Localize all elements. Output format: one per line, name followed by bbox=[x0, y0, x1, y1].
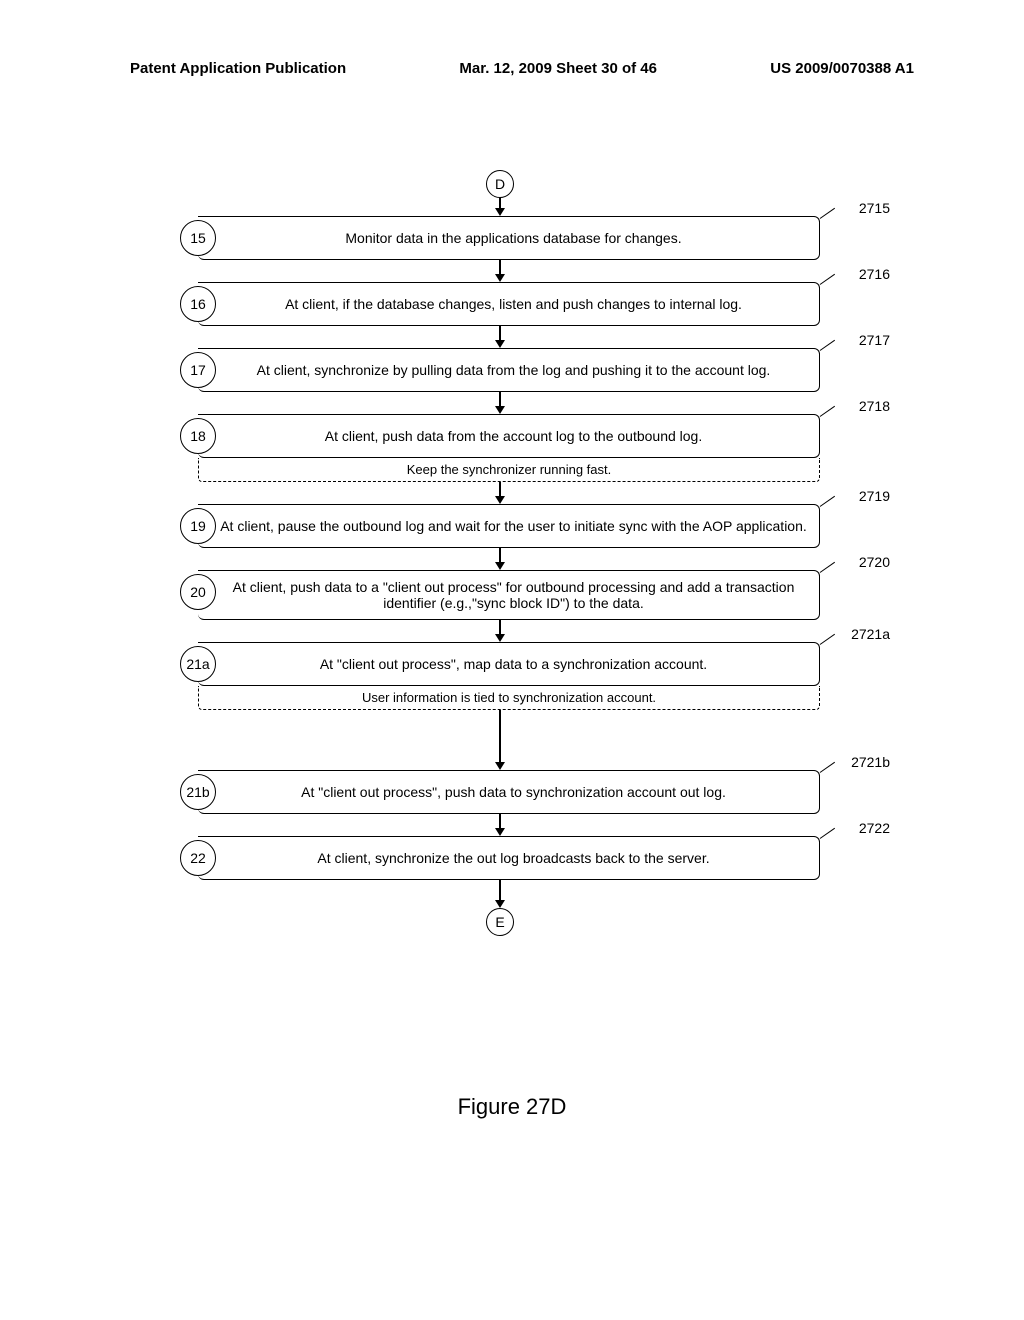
step-row: 16At client, if the database changes, li… bbox=[180, 282, 820, 326]
step-row: 21aAt "client out process", map data to … bbox=[180, 642, 820, 686]
step-annotation: User information is tied to synchronizat… bbox=[198, 686, 820, 710]
figure-label: Figure 27D bbox=[0, 1094, 1024, 1120]
header-left: Patent Application Publication bbox=[130, 60, 346, 77]
reference-number: 2717 bbox=[859, 332, 890, 348]
arrow-segment bbox=[180, 548, 820, 570]
arrow-line bbox=[499, 392, 501, 406]
flow-step: 271717At client, synchronize by pulling … bbox=[180, 348, 820, 392]
arrow-line bbox=[499, 710, 501, 762]
reference-lead-line bbox=[820, 340, 835, 351]
arrow-head-icon bbox=[495, 208, 505, 216]
page: Patent Application Publication Mar. 12, … bbox=[0, 0, 1024, 1320]
step-row: 22At client, synchronize the out log bro… bbox=[180, 836, 820, 880]
step-annotation: Keep the synchronizer running fast. bbox=[198, 458, 820, 482]
arrow-head-icon bbox=[495, 762, 505, 770]
flow-step: 271919At client, pause the outbound log … bbox=[180, 504, 820, 548]
flow-step: 272020At client, push data to a "client … bbox=[180, 570, 820, 620]
step-number-circle: 21a bbox=[180, 646, 216, 682]
step-box: At client, if the database changes, list… bbox=[198, 282, 820, 326]
connector-bottom-label: E bbox=[495, 914, 504, 930]
step-row: 20At client, push data to a "client out … bbox=[180, 570, 820, 620]
header-center: Mar. 12, 2009 Sheet 30 of 46 bbox=[459, 60, 657, 77]
arrow-segment bbox=[180, 326, 820, 348]
reference-number: 2721a bbox=[851, 626, 890, 642]
step-row: 19At client, pause the outbound log and … bbox=[180, 504, 820, 548]
arrow-segment bbox=[180, 482, 820, 504]
step-number-circle: 17 bbox=[180, 352, 216, 388]
reference-number: 2721b bbox=[851, 754, 890, 770]
arrow-head-icon bbox=[495, 274, 505, 282]
flow-step: 2721b21bAt "client out process", push da… bbox=[180, 770, 820, 814]
arrow-line bbox=[499, 814, 501, 828]
reference-number: 2718 bbox=[859, 398, 890, 414]
step-number-circle: 18 bbox=[180, 418, 216, 454]
flow-step: 272222At client, synchronize the out log… bbox=[180, 836, 820, 880]
arrow-segment bbox=[180, 710, 820, 770]
step-box: At "client out process", map data to a s… bbox=[198, 642, 820, 686]
page-header: Patent Application Publication Mar. 12, … bbox=[0, 60, 1024, 77]
reference-lead-line bbox=[820, 634, 835, 645]
step-box: Monitor data in the applications databas… bbox=[198, 216, 820, 260]
arrow-line bbox=[499, 620, 501, 634]
step-number-circle: 15 bbox=[180, 220, 216, 256]
reference-number: 2715 bbox=[859, 200, 890, 216]
reference-lead-line bbox=[820, 496, 835, 507]
step-box: At client, synchronize by pulling data f… bbox=[198, 348, 820, 392]
step-row: 17At client, synchronize by pulling data… bbox=[180, 348, 820, 392]
flow-step: 271515Monitor data in the applications d… bbox=[180, 216, 820, 260]
flowchart: D 271515Monitor data in the applications… bbox=[180, 170, 820, 936]
arrow-head-icon bbox=[495, 634, 505, 642]
step-row: 21bAt "client out process", push data to… bbox=[180, 770, 820, 814]
reference-number: 2719 bbox=[859, 488, 890, 504]
arrow-head-icon bbox=[495, 900, 505, 908]
connector-top: D bbox=[486, 170, 514, 198]
arrow-line bbox=[499, 326, 501, 340]
step-box: At client, synchronize the out log broad… bbox=[198, 836, 820, 880]
step-row: 15Monitor data in the applications datab… bbox=[180, 216, 820, 260]
arrow-segment bbox=[180, 260, 820, 282]
flow-step: 271818At client, push data from the acco… bbox=[180, 414, 820, 482]
step-number-circle: 21b bbox=[180, 774, 216, 810]
step-number-circle: 22 bbox=[180, 840, 216, 876]
reference-number: 2720 bbox=[859, 554, 890, 570]
reference-number: 2722 bbox=[859, 820, 890, 836]
connector-top-label: D bbox=[495, 176, 505, 192]
arrow-segment bbox=[180, 392, 820, 414]
step-box: At client, pause the outbound log and wa… bbox=[198, 504, 820, 548]
step-number-circle: 20 bbox=[180, 574, 216, 610]
flow-step: 271616At client, if the database changes… bbox=[180, 282, 820, 326]
arrow-segment bbox=[180, 198, 820, 216]
step-row: 18At client, push data from the account … bbox=[180, 414, 820, 458]
steps-container: 271515Monitor data in the applications d… bbox=[180, 216, 820, 908]
header-right: US 2009/0070388 A1 bbox=[770, 60, 914, 77]
arrow-line bbox=[499, 880, 501, 900]
arrow-segment bbox=[180, 814, 820, 836]
reference-lead-line bbox=[820, 762, 835, 773]
step-box: At client, push data from the account lo… bbox=[198, 414, 820, 458]
reference-lead-line bbox=[820, 274, 835, 285]
arrow-line bbox=[499, 548, 501, 562]
arrow-head-icon bbox=[495, 406, 505, 414]
connector-bottom: E bbox=[486, 908, 514, 936]
arrow-segment bbox=[180, 620, 820, 642]
reference-lead-line bbox=[820, 406, 835, 417]
arrow-head-icon bbox=[495, 496, 505, 504]
step-box: At "client out process", push data to sy… bbox=[198, 770, 820, 814]
step-box: At client, push data to a "client out pr… bbox=[198, 570, 820, 620]
reference-number: 2716 bbox=[859, 266, 890, 282]
reference-lead-line bbox=[820, 208, 835, 219]
reference-lead-line bbox=[820, 562, 835, 573]
step-number-circle: 16 bbox=[180, 286, 216, 322]
arrow-line bbox=[499, 260, 501, 274]
arrow-head-icon bbox=[495, 340, 505, 348]
arrow-line bbox=[499, 198, 501, 208]
arrow-segment bbox=[180, 880, 820, 908]
flow-step: 2721a21aAt "client out process", map dat… bbox=[180, 642, 820, 710]
arrow-line bbox=[499, 482, 501, 496]
step-number-circle: 19 bbox=[180, 508, 216, 544]
reference-lead-line bbox=[820, 828, 835, 839]
arrow-head-icon bbox=[495, 562, 505, 570]
arrow-head-icon bbox=[495, 828, 505, 836]
